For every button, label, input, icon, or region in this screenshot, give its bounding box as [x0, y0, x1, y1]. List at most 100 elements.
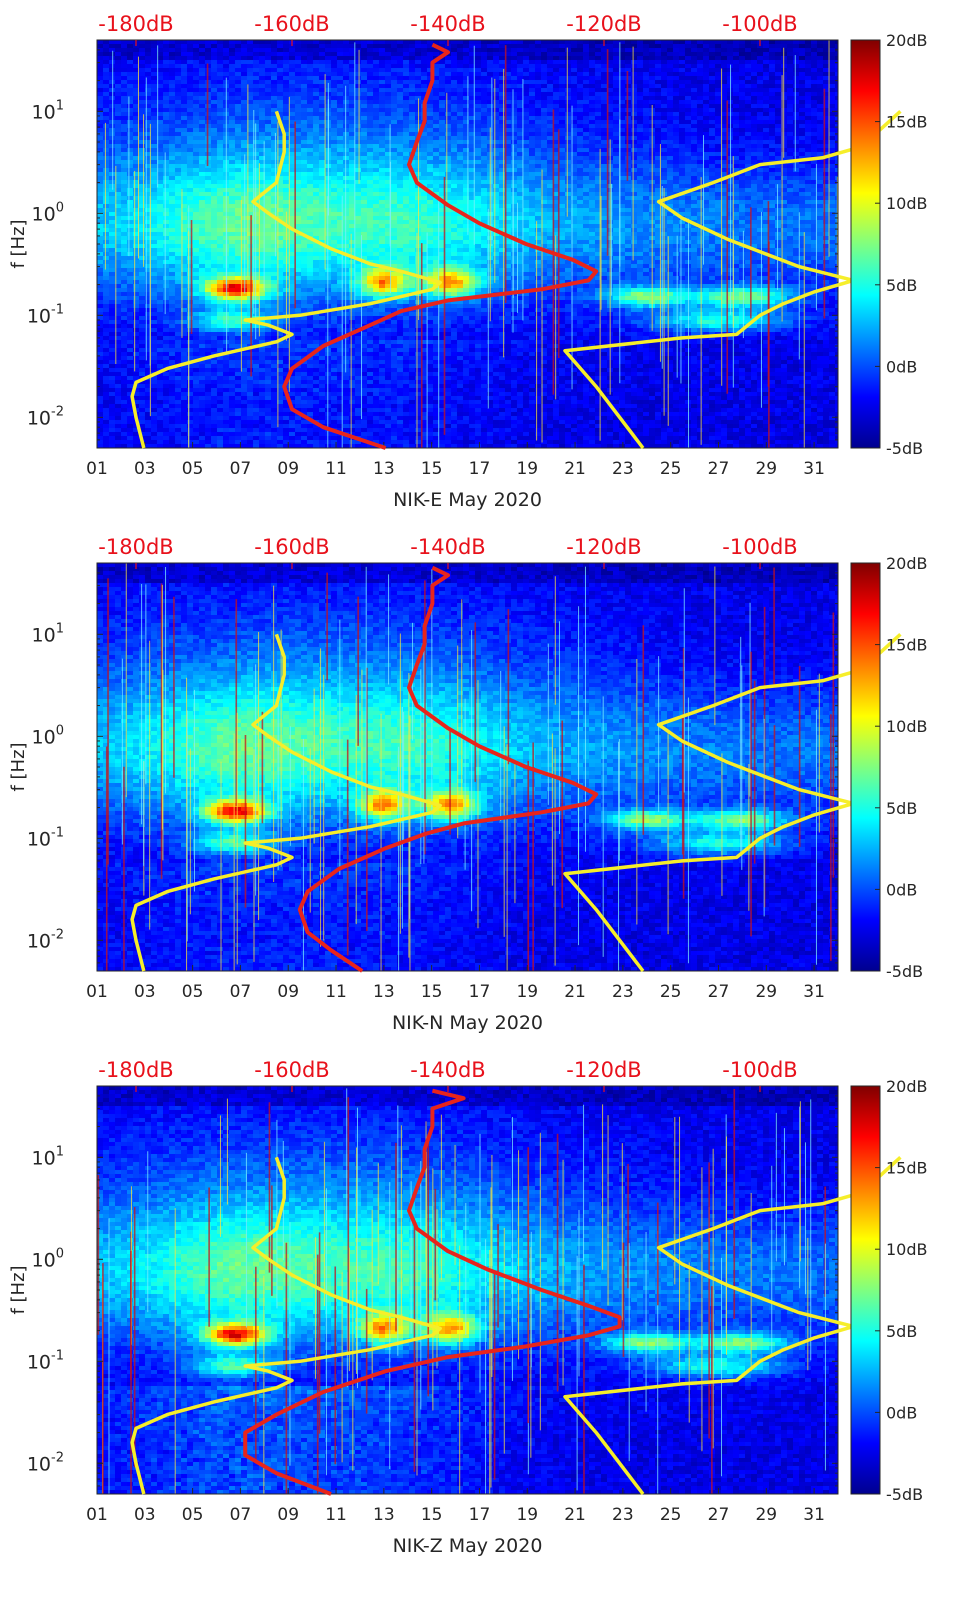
top-axis-db-label: -160dB	[254, 535, 329, 559]
y-tick-base: 10	[32, 101, 56, 123]
x-tick-label: 11	[325, 1505, 347, 1525]
y-tick-exponent: 0	[56, 200, 64, 215]
top-axis-db-label: -140dB	[410, 12, 485, 36]
y-tick-base: 10	[32, 726, 56, 748]
top-axis-db-label: -180dB	[98, 535, 173, 559]
top-axis-db-label: -160dB	[254, 1058, 329, 1082]
x-tick-label: 13	[373, 982, 395, 1002]
x-tick-label: 23	[612, 1505, 634, 1525]
top-axis-db-label: -180dB	[98, 12, 173, 36]
colorbar-tick-label: 15dB	[886, 113, 928, 132]
x-tick-label: 13	[373, 459, 395, 479]
y-tick-base: 10	[27, 1453, 51, 1475]
x-tick-label: 23	[612, 982, 634, 1002]
y-tick-exponent: 1	[56, 621, 64, 636]
x-tick-label: 29	[755, 459, 777, 479]
colorbar-tick-label: 0dB	[886, 357, 917, 376]
x-tick-label: 31	[803, 1505, 825, 1525]
x-tick-label: 29	[755, 982, 777, 1002]
x-axis-label: NIK-N May 2020	[392, 1012, 543, 1034]
x-tick-label: 19	[516, 1505, 538, 1525]
x-tick-label: 29	[755, 1505, 777, 1525]
y-tick-base: 10	[27, 305, 51, 327]
y-tick-label: 100	[32, 723, 64, 748]
x-tick-label: 25	[660, 1505, 682, 1525]
colorbar-tick-label: -5dB	[886, 962, 923, 981]
y-tick-base: 10	[32, 203, 56, 225]
x-axis-label: NIK-E May 2020	[393, 489, 542, 511]
x-tick-label: 31	[803, 982, 825, 1002]
x-tick-label: 17	[469, 459, 491, 479]
y-tick-exponent: 0	[56, 723, 64, 738]
x-tick-label: 21	[564, 459, 586, 479]
x-tick-label: 01	[86, 459, 108, 479]
colorbar-tick-label: 5dB	[886, 1322, 917, 1341]
colorbar-tick-label: 0dB	[886, 1403, 917, 1422]
y-tick-exponent: -2	[51, 927, 64, 942]
x-tick-label: 25	[660, 982, 682, 1002]
colorbar-tick-label: 20dB	[886, 31, 928, 50]
colorbar-tick-label: 15dB	[886, 636, 928, 655]
y-axis-label: f [Hz]	[8, 219, 29, 268]
top-axis-db-label: -160dB	[254, 12, 329, 36]
x-tick-label: 21	[564, 1505, 586, 1525]
x-tick-label: 05	[182, 982, 204, 1002]
x-tick-label: 31	[803, 459, 825, 479]
top-axis-db-label: -140dB	[410, 535, 485, 559]
top-axis-db-label: -120dB	[566, 535, 641, 559]
y-tick-label: 100	[32, 200, 64, 225]
x-tick-label: 05	[182, 1505, 204, 1525]
y-tick-base: 10	[27, 930, 51, 952]
x-tick-label: 05	[182, 459, 204, 479]
x-tick-label: 03	[134, 1505, 156, 1525]
x-tick-label: 17	[469, 1505, 491, 1525]
x-tick-label: 07	[230, 1505, 252, 1525]
spectrogram-heatmap	[97, 40, 838, 448]
x-tick-label: 07	[230, 982, 252, 1002]
x-tick-label: 09	[277, 459, 299, 479]
x-tick-label: 09	[277, 982, 299, 1002]
y-tick-label: 100	[32, 1246, 64, 1271]
x-tick-label: 03	[134, 982, 156, 1002]
spectrogram-heatmap	[97, 563, 838, 971]
y-axis-label: f [Hz]	[8, 1265, 29, 1314]
colorbar-tick-label: 10dB	[886, 194, 928, 213]
y-tick-label: 10-1	[27, 302, 64, 327]
colorbar-tick-label: 10dB	[886, 1240, 928, 1259]
x-tick-label: 27	[708, 459, 730, 479]
x-axis-label: NIK-Z May 2020	[393, 1535, 543, 1557]
x-tick-label: 27	[708, 982, 730, 1002]
x-tick-label: 09	[277, 1505, 299, 1525]
colorbar	[851, 40, 880, 448]
x-tick-label: 25	[660, 459, 682, 479]
y-tick-label: 10-2	[27, 927, 64, 952]
top-axis-db-label: -140dB	[410, 1058, 485, 1082]
colorbar	[851, 563, 880, 971]
y-tick-base: 10	[32, 1147, 56, 1169]
y-tick-exponent: -1	[51, 302, 64, 317]
x-tick-label: 27	[708, 1505, 730, 1525]
x-tick-label: 23	[612, 459, 634, 479]
y-tick-base: 10	[32, 624, 56, 646]
y-tick-base: 10	[32, 1249, 56, 1271]
y-tick-label: 10-1	[27, 825, 64, 850]
y-tick-base: 10	[27, 407, 51, 429]
colorbar-tick-label: 15dB	[886, 1159, 928, 1178]
top-axis-db-label: -100dB	[722, 12, 797, 36]
y-tick-label: 101	[32, 1144, 64, 1169]
spectrogram-heatmap	[97, 1086, 838, 1494]
y-tick-label: 10-2	[27, 404, 64, 429]
x-tick-label: 01	[86, 1505, 108, 1525]
x-tick-label: 15	[421, 1505, 443, 1525]
y-tick-exponent: 1	[56, 98, 64, 113]
colorbar	[851, 1086, 880, 1494]
y-tick-base: 10	[27, 1351, 51, 1373]
top-axis-db-label: -120dB	[566, 12, 641, 36]
y-tick-exponent: -2	[51, 1450, 64, 1465]
colorbar-tick-label: 20dB	[886, 554, 928, 573]
x-tick-label: 13	[373, 1505, 395, 1525]
